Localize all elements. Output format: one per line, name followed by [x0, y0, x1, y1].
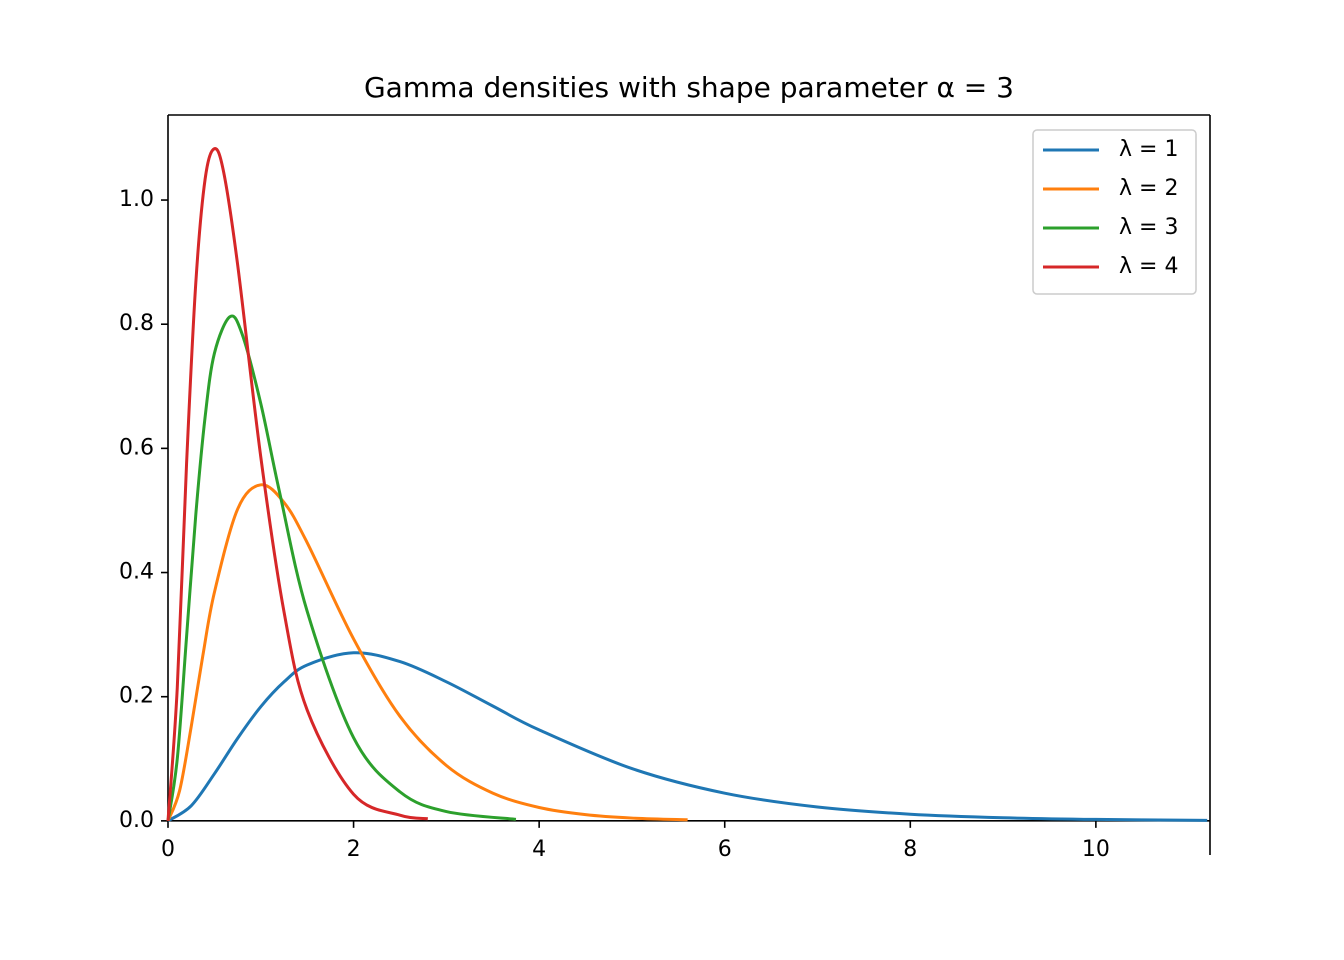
legend-label: λ = 2: [1119, 176, 1178, 201]
legend-label: λ = 1: [1119, 137, 1178, 162]
legend-label: λ = 4: [1119, 254, 1178, 279]
x-tick-label: 4: [532, 837, 546, 862]
x-tick-label: 10: [1082, 837, 1110, 862]
x-tick-label: 0: [161, 837, 175, 862]
x-tick-label: 2: [347, 837, 361, 862]
series-line: [166, 483, 688, 822]
y-tick-label: 1.0: [119, 187, 154, 212]
y-tick-label: 0.8: [119, 311, 154, 336]
x-tick-label: 6: [718, 837, 732, 862]
legend-label: λ = 3: [1119, 215, 1178, 240]
legend-box: [1032, 129, 1197, 295]
series-line: [167, 651, 1208, 823]
x-tick-label: 8: [903, 837, 917, 862]
y-tick-label: 0.2: [119, 684, 154, 709]
chart-title: Gamma densities with shape parameter α =…: [364, 71, 1014, 104]
y-tick-label: 0.0: [119, 808, 154, 833]
series-line: [166, 147, 428, 821]
series-line: [166, 314, 517, 822]
y-tick-label: 0.4: [119, 560, 154, 585]
y-tick-label: 0.6: [119, 435, 154, 460]
